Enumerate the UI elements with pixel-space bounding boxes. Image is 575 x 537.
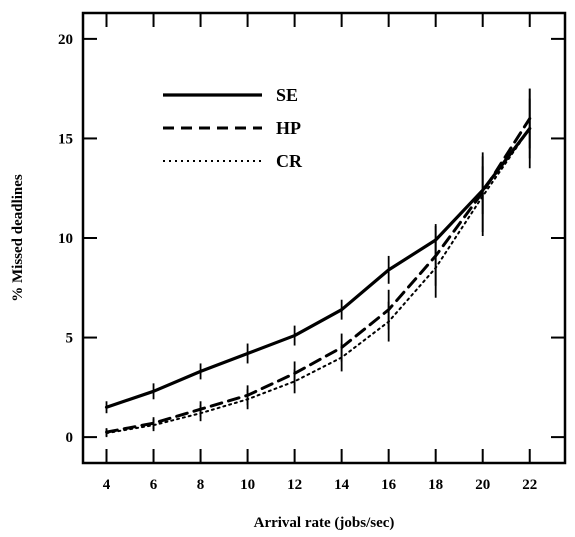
x-tick-label: 20 <box>475 477 490 493</box>
plot-frame <box>81 11 567 465</box>
series-line-hp <box>105 117 532 434</box>
x-tick-label: 12 <box>287 477 302 493</box>
y-tick-label: 0 <box>66 430 74 446</box>
x-tick-label: 16 <box>381 477 397 493</box>
legend-label-hp: HP <box>276 118 301 138</box>
series-line-se <box>104 126 532 409</box>
x-tick-label: 6 <box>150 477 158 493</box>
series-cr <box>105 98 531 438</box>
legend: SE HP CR <box>163 85 303 171</box>
legend-label-se: SE <box>276 85 298 105</box>
x-tick-label: 14 <box>334 477 350 493</box>
x-axis-label: Arrival rate (jobs/sec) <box>254 515 395 531</box>
y-tick-label: 15 <box>58 131 73 147</box>
y-tick-label: 20 <box>58 32 73 48</box>
y-axis-label: % Missed deadlines <box>10 174 26 302</box>
y-tick-label: 5 <box>66 331 74 347</box>
series-layer <box>104 88 532 438</box>
series-se <box>104 88 532 414</box>
x-tick-label: 8 <box>197 477 205 493</box>
y-tick-label: 10 <box>58 231 73 247</box>
x-tick-label: 4 <box>103 477 111 493</box>
axis-ticks: 4 6 8 10 12 14 16 18 20 22 0 5 10 15 20 <box>58 13 565 493</box>
x-tick-label: 22 <box>522 477 537 493</box>
legend-label-cr: CR <box>276 151 303 171</box>
series-line-cr <box>105 127 531 435</box>
x-tick-label: 18 <box>428 477 443 493</box>
x-tick-label: 10 <box>240 477 255 493</box>
